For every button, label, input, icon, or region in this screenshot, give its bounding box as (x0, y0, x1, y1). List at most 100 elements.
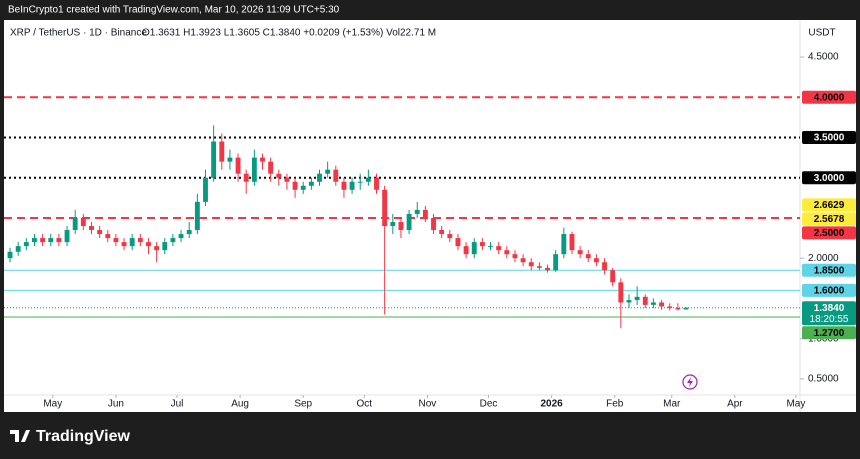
candle-body (80, 217, 86, 227)
candle-body (683, 307, 689, 310)
candle-body (667, 306, 673, 309)
candle-body (650, 302, 656, 305)
ohlc-info: O1.3631 H1.3923 L1.3605 C1.3840 +0.0209 … (142, 28, 436, 39)
candle-body (243, 173, 249, 182)
candle-body (56, 238, 62, 243)
price-label-box (802, 212, 856, 226)
chart-title: XRP / TetherUS · 1D · Binance (10, 28, 147, 39)
candle-body (333, 169, 339, 182)
candle-body (186, 230, 192, 235)
candle-body (496, 246, 502, 251)
candle-body (129, 238, 135, 247)
candle-body (471, 242, 477, 255)
candle-body (146, 242, 151, 247)
candle-body (610, 270, 616, 283)
x-tick-label: Feb (606, 399, 624, 410)
price-label: 4.0000 (814, 92, 845, 103)
candle-body (634, 296, 640, 301)
candle-body (422, 209, 428, 218)
candle-body (32, 238, 37, 243)
candle-body (64, 230, 70, 243)
x-tick-label: Nov (419, 399, 437, 410)
candle-body (268, 161, 274, 174)
countdown: 18:20:55 (810, 314, 849, 325)
price-label-box (802, 198, 856, 212)
price-label: 1.8500 (814, 265, 845, 276)
candle-body (520, 258, 526, 263)
price-label: 2.6629 (814, 200, 845, 211)
candle-body (15, 246, 21, 252)
price-label-box (802, 283, 856, 297)
candle-body (659, 302, 664, 307)
candle-body (341, 181, 347, 190)
candle-body (357, 181, 363, 183)
price-label-box (802, 226, 856, 240)
x-tick-label: 2026 (540, 399, 563, 410)
price-label: 1.2700 (814, 328, 845, 339)
candle-body (235, 157, 241, 174)
candle-body (7, 251, 13, 259)
price-label-box (802, 130, 856, 144)
candle-body (137, 238, 143, 243)
x-tick-label: Dec (480, 399, 498, 410)
y-tick-label: 0.5000 (808, 374, 839, 385)
candle-body (602, 262, 607, 271)
y-tick-label: 2.0000 (808, 253, 839, 264)
candle-body (504, 250, 510, 255)
candle-body (455, 238, 461, 247)
candle-body (553, 254, 559, 271)
candle-body (325, 169, 331, 174)
candle-body (561, 234, 567, 255)
candle-body (300, 185, 306, 190)
candle-body (40, 238, 46, 243)
candle-body (308, 181, 314, 186)
candle-body (585, 254, 591, 259)
candle-body (390, 221, 396, 227)
brand-logo (10, 430, 30, 442)
x-tick-label: Sep (294, 399, 312, 410)
candle-body (398, 221, 404, 231)
candle-body (97, 230, 103, 235)
y-tick-label: 4.5000 (808, 52, 839, 63)
candle-body (536, 266, 542, 268)
credit: BeInCrypto1 created with TradingView.com… (8, 5, 340, 16)
candle-body (211, 141, 217, 178)
candle-body (105, 234, 111, 239)
chart-area (4, 20, 856, 412)
flash-icon[interactable] (682, 374, 698, 390)
candle-body (626, 300, 632, 303)
candle-body (528, 262, 534, 267)
candle-body (431, 217, 436, 231)
price-label-box (802, 263, 856, 277)
price-label-box (802, 90, 856, 104)
x-tick-label: May (786, 399, 805, 410)
candle-body (479, 242, 485, 247)
x-tick-label: Oct (357, 399, 373, 410)
price-label-box (802, 301, 856, 326)
candle-body (194, 201, 200, 231)
candle-body (260, 157, 265, 162)
candle-body (219, 141, 225, 162)
price-label-box (802, 171, 856, 185)
candle-body (447, 234, 453, 239)
candle-body (251, 157, 257, 182)
candle-body (414, 209, 420, 214)
price-label: 2.5000 (814, 228, 845, 239)
candle-body (121, 242, 127, 247)
candle-body (618, 282, 624, 303)
x-tick-label: Aug (231, 399, 249, 410)
candle-body (406, 213, 412, 231)
x-tick-label: Mar (663, 399, 681, 410)
candle-body (284, 177, 290, 182)
candle-body (577, 250, 583, 255)
candle-body (48, 238, 54, 243)
candle-body (593, 258, 599, 263)
candle-body (545, 267, 550, 271)
candle-body (89, 226, 94, 231)
x-tick-label: May (43, 399, 62, 410)
candle-body (512, 254, 518, 259)
candle-body (23, 242, 29, 247)
price-label: 3.0000 (814, 173, 845, 184)
x-tick-label: Jul (171, 399, 184, 410)
